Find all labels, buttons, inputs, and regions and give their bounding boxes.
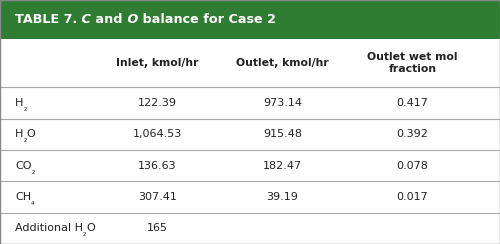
Bar <box>0 0 500 39</box>
Text: balance for Case 2: balance for Case 2 <box>138 13 276 26</box>
Text: C: C <box>77 13 91 26</box>
Text: H: H <box>15 129 24 139</box>
Text: CH: CH <box>15 192 31 202</box>
Text: 0.417: 0.417 <box>396 98 428 108</box>
Text: 0.392: 0.392 <box>396 129 428 139</box>
Text: Outlet, kmol/hr: Outlet, kmol/hr <box>236 58 329 68</box>
Text: 915.48: 915.48 <box>263 129 302 139</box>
Text: 1,064.53: 1,064.53 <box>133 129 182 139</box>
Text: Additional H: Additional H <box>15 223 83 233</box>
Text: O: O <box>26 129 36 139</box>
Text: ₂: ₂ <box>24 135 26 144</box>
Text: 136.63: 136.63 <box>138 161 177 171</box>
Text: ₂: ₂ <box>32 167 35 175</box>
Text: O: O <box>122 13 138 26</box>
Text: ₂: ₂ <box>24 104 26 113</box>
Text: and: and <box>91 13 122 26</box>
Text: 39.19: 39.19 <box>266 192 298 202</box>
Text: O: O <box>86 223 95 233</box>
Text: TABLE 7.: TABLE 7. <box>15 13 77 26</box>
Text: CO: CO <box>15 161 32 171</box>
Text: 182.47: 182.47 <box>263 161 302 171</box>
Text: H: H <box>15 98 24 108</box>
Text: Outlet wet mol
fraction: Outlet wet mol fraction <box>367 52 458 74</box>
Bar <box>0 39 500 244</box>
Text: 122.39: 122.39 <box>138 98 177 108</box>
Text: 165: 165 <box>147 223 168 233</box>
Text: 973.14: 973.14 <box>263 98 302 108</box>
Text: ₂: ₂ <box>83 229 86 238</box>
Text: 307.41: 307.41 <box>138 192 177 202</box>
Text: ₄: ₄ <box>31 198 34 207</box>
Text: Inlet, kmol/hr: Inlet, kmol/hr <box>116 58 199 68</box>
Text: 0.078: 0.078 <box>396 161 428 171</box>
Text: 0.017: 0.017 <box>396 192 428 202</box>
